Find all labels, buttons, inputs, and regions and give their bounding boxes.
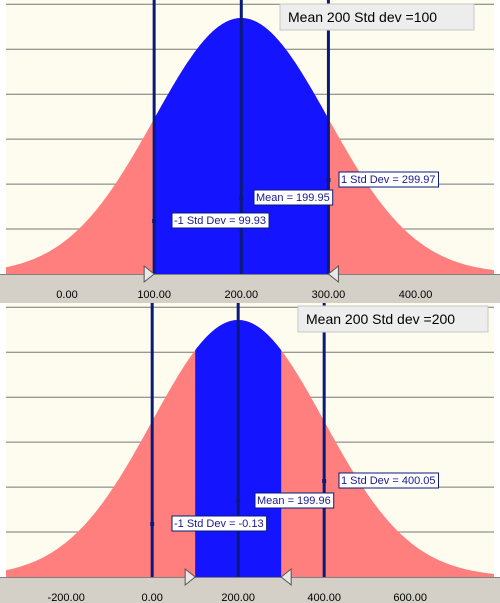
marker-label: Mean = 199.96 (236, 492, 335, 509)
range-handle-right[interactable] (280, 567, 292, 587)
marker-anchor (326, 178, 331, 182)
chart-panel-bottom: -1 Std Dev = -0.13 Mean = 199.96 1 Std Dev… (0, 303, 500, 603)
marker-label-box (338, 171, 439, 188)
chart-title: Mean 200 Std dev =200 (306, 311, 455, 327)
x-axis-strip (0, 274, 500, 303)
marker-anchor (150, 522, 155, 526)
x-axis-strip (0, 577, 500, 603)
marker-label-box (171, 212, 270, 229)
chart-panel-top: -1 Std Dev = 99.93 Mean = 199.95 1 Std Dev… (0, 0, 500, 303)
range-handle-left[interactable] (184, 567, 196, 587)
marker-label-box (254, 492, 335, 509)
marker-label-text: 1 Std Dev = 299.97 (341, 174, 435, 186)
marker-anchor (239, 196, 244, 200)
x-tick-label: 400.00 (307, 592, 341, 603)
marker-label-text: -1 Std Dev = 99.93 (174, 215, 266, 227)
marker-label-text: Mean = 199.95 (256, 192, 330, 204)
x-tick-label: 600.00 (393, 592, 427, 603)
marker-label-text: Mean = 199.96 (257, 495, 331, 507)
x-tick-label: 200.00 (221, 592, 255, 603)
range-handle-right[interactable] (327, 264, 339, 284)
x-tick-label: 0.00 (56, 289, 77, 301)
marker-label: -1 Std Dev = -0.13 (150, 515, 268, 532)
x-tick-label: 100.00 (137, 289, 171, 301)
x-tick-label: 0.00 (141, 592, 162, 603)
x-tick-label: 400.00 (399, 289, 433, 301)
chart-bottom: -1 Std Dev = -0.13 Mean = 199.96 1 Std Dev… (0, 303, 500, 603)
marker-label-text: -1 Std Dev = -0.13 (174, 518, 264, 530)
marker-label: 1 Std Dev = 400.05 (322, 472, 439, 489)
marker-label: -1 Std Dev = 99.93 (152, 212, 270, 229)
marker-anchor (236, 499, 241, 503)
marker-label: 1 Std Dev = 299.97 (326, 171, 439, 188)
marker-label-box (338, 472, 439, 489)
marker-anchor (152, 219, 157, 223)
range-handle-left[interactable] (143, 264, 155, 284)
chart-title: Mean 200 Std dev =100 (288, 9, 437, 25)
marker-label-box (171, 515, 268, 532)
marker-label-text: 1 Std Dev = 400.05 (341, 475, 435, 487)
x-tick-label: 300.00 (312, 289, 346, 301)
title-box (297, 305, 489, 333)
x-tick-label: -200.00 (48, 592, 85, 603)
chart-top: -1 Std Dev = 99.93 Mean = 199.95 1 Std Dev… (0, 0, 500, 303)
title-box (279, 3, 475, 31)
marker-anchor (322, 479, 327, 483)
marker-label-box (253, 189, 334, 206)
marker-label: Mean = 199.95 (239, 189, 334, 206)
x-tick-label: 200.00 (224, 289, 258, 301)
